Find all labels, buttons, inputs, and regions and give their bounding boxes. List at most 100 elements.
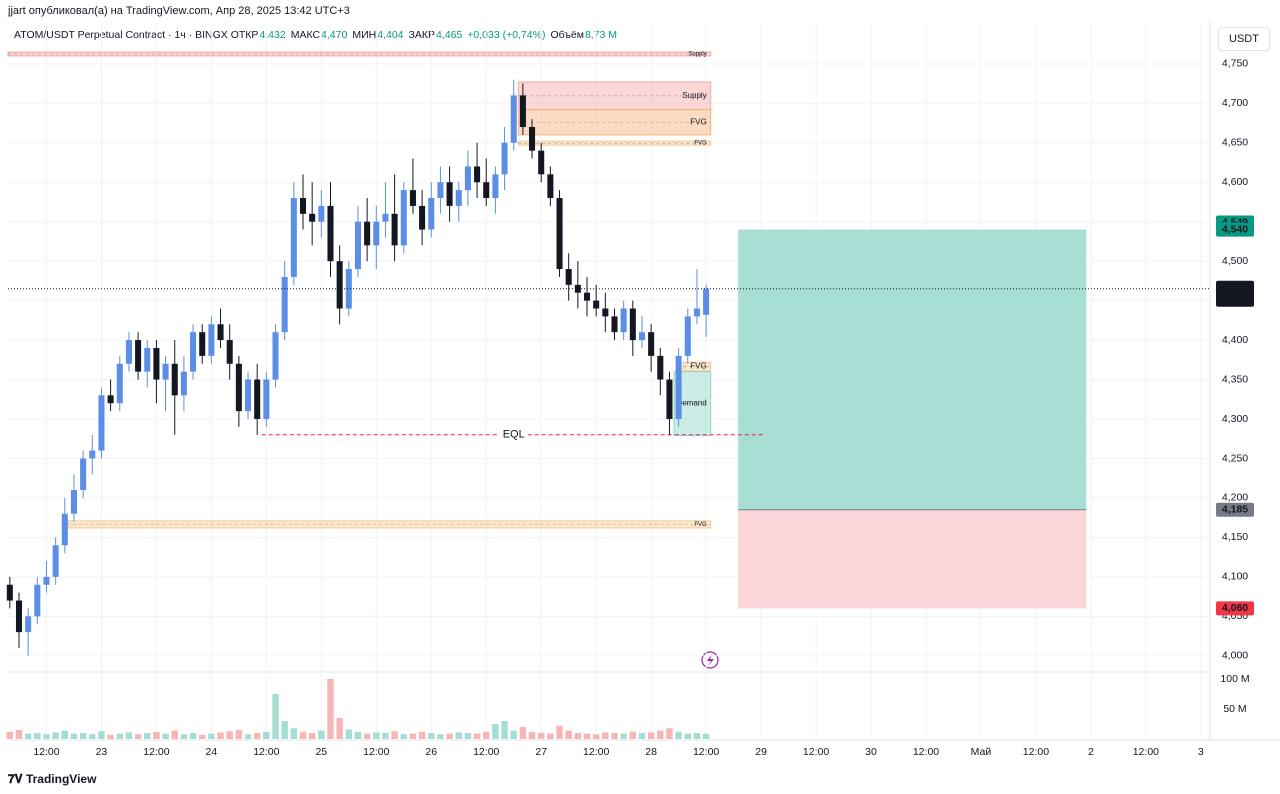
x-tick-label: 25 bbox=[315, 746, 327, 758]
candle-body bbox=[547, 174, 554, 199]
candle-body bbox=[144, 347, 151, 372]
volume-bar bbox=[455, 732, 462, 739]
legend-value: 8,73 M bbox=[584, 29, 618, 41]
volume-bar bbox=[519, 727, 527, 739]
last-price-box bbox=[1216, 280, 1254, 307]
volume-bar bbox=[180, 734, 188, 739]
x-tick-label: 3 bbox=[1198, 746, 1204, 758]
x-tick-label: 30 bbox=[865, 746, 877, 758]
eql-bg bbox=[499, 428, 528, 441]
x-tick-label: 12:00 bbox=[583, 746, 609, 758]
zone-label: FVG bbox=[690, 362, 706, 371]
volume-bar bbox=[620, 733, 627, 739]
candle-body bbox=[336, 261, 343, 309]
volume-bar bbox=[391, 731, 398, 739]
currency-button[interactable]: USDT bbox=[1218, 27, 1270, 51]
price-label-box bbox=[1216, 222, 1254, 237]
volume-bar bbox=[483, 731, 490, 739]
volume-tick-label: 100 M bbox=[1220, 673, 1249, 685]
candle-body bbox=[400, 190, 407, 246]
volume-bar bbox=[647, 732, 655, 739]
volume-bar bbox=[327, 679, 334, 739]
zone bbox=[7, 51, 712, 57]
volume-bar bbox=[684, 733, 691, 739]
price-label-box bbox=[1216, 601, 1254, 616]
candle-body bbox=[98, 395, 105, 451]
volume-bar bbox=[702, 733, 710, 739]
candle-body bbox=[135, 340, 142, 372]
event-icon[interactable] bbox=[701, 651, 719, 669]
volume-bar bbox=[675, 731, 682, 739]
x-tick-label: 12:00 bbox=[143, 746, 169, 758]
volume-bar bbox=[61, 730, 69, 739]
candle-body bbox=[245, 379, 252, 412]
candle-body bbox=[318, 205, 325, 222]
volume-bar bbox=[199, 734, 206, 739]
x-tick-label: 26 bbox=[425, 746, 437, 758]
author-line: jjart опубликовал(а) на TradingView.com,… bbox=[8, 5, 350, 17]
y-tick-label: 4,750 bbox=[1222, 58, 1248, 70]
x-tick-label: Май bbox=[971, 746, 992, 758]
candle-body bbox=[190, 332, 197, 372]
x-tick-label: 24 bbox=[206, 746, 218, 758]
candle-body bbox=[446, 182, 453, 206]
candle-body bbox=[263, 379, 270, 420]
volume-bar bbox=[15, 730, 23, 739]
x-tick-label: 12:00 bbox=[33, 746, 59, 758]
candle-body bbox=[583, 292, 591, 301]
y-tick-label: 4,100 bbox=[1222, 571, 1248, 583]
ohlc-legend: ОТКР4,432 МАКС4,470 МИН4,404 ЗАКР4,465 +0,03… bbox=[231, 29, 622, 41]
candle-body bbox=[6, 584, 13, 601]
volume-bar bbox=[171, 730, 178, 739]
candle-body bbox=[593, 300, 600, 309]
volume-bar bbox=[189, 733, 197, 739]
volume-bar bbox=[354, 731, 362, 739]
eql-label: EQL bbox=[503, 429, 525, 441]
candle-body bbox=[455, 190, 462, 206]
volume-bar bbox=[464, 733, 472, 739]
volume-bar bbox=[208, 733, 215, 739]
last-price-label: 4,465 bbox=[1222, 282, 1248, 294]
candle-body bbox=[382, 213, 389, 222]
candle-body bbox=[235, 363, 242, 412]
x-tick-label: 12:00 bbox=[913, 746, 939, 758]
brand-logo: 𝟕𝐕 TradingView bbox=[8, 772, 97, 786]
x-tick-label: 12:00 bbox=[253, 746, 279, 758]
zone-label: Supply bbox=[688, 52, 706, 58]
volume-bar bbox=[583, 733, 591, 739]
x-tick-label: 12:00 bbox=[473, 746, 499, 758]
y-tick-label: 4,150 bbox=[1222, 531, 1248, 543]
volume-bar bbox=[70, 733, 78, 739]
candle-body bbox=[43, 576, 50, 585]
candle-body bbox=[290, 198, 297, 277]
volume-bar bbox=[574, 733, 582, 739]
candle-body bbox=[538, 150, 545, 175]
volume-bar bbox=[299, 731, 307, 739]
legend-value: 4,404 bbox=[377, 29, 404, 41]
volume-bar bbox=[125, 732, 133, 739]
volume-bar bbox=[657, 730, 664, 739]
volume-bar bbox=[345, 729, 353, 739]
x-tick-label: 12:00 bbox=[693, 746, 719, 758]
legend-value: 4,465 bbox=[435, 29, 463, 41]
volume-bar bbox=[153, 731, 160, 739]
candle-body bbox=[272, 332, 279, 380]
candle-body bbox=[703, 288, 710, 315]
candle-body bbox=[574, 284, 581, 293]
volume-bar bbox=[235, 730, 243, 739]
candle-body bbox=[89, 450, 96, 459]
y-tick-label: 4,650 bbox=[1222, 137, 1248, 149]
candle-body bbox=[34, 584, 41, 617]
candle-body bbox=[638, 332, 646, 341]
candle-body bbox=[565, 269, 572, 285]
y-tick-label: 4,000 bbox=[1222, 650, 1248, 662]
candle-body bbox=[153, 347, 160, 380]
candle-body bbox=[666, 379, 673, 420]
volume-bar bbox=[89, 734, 96, 739]
volume-bar bbox=[638, 733, 646, 739]
candle-body bbox=[464, 166, 471, 191]
volume-bar bbox=[400, 734, 407, 739]
volume-bar bbox=[290, 728, 298, 739]
